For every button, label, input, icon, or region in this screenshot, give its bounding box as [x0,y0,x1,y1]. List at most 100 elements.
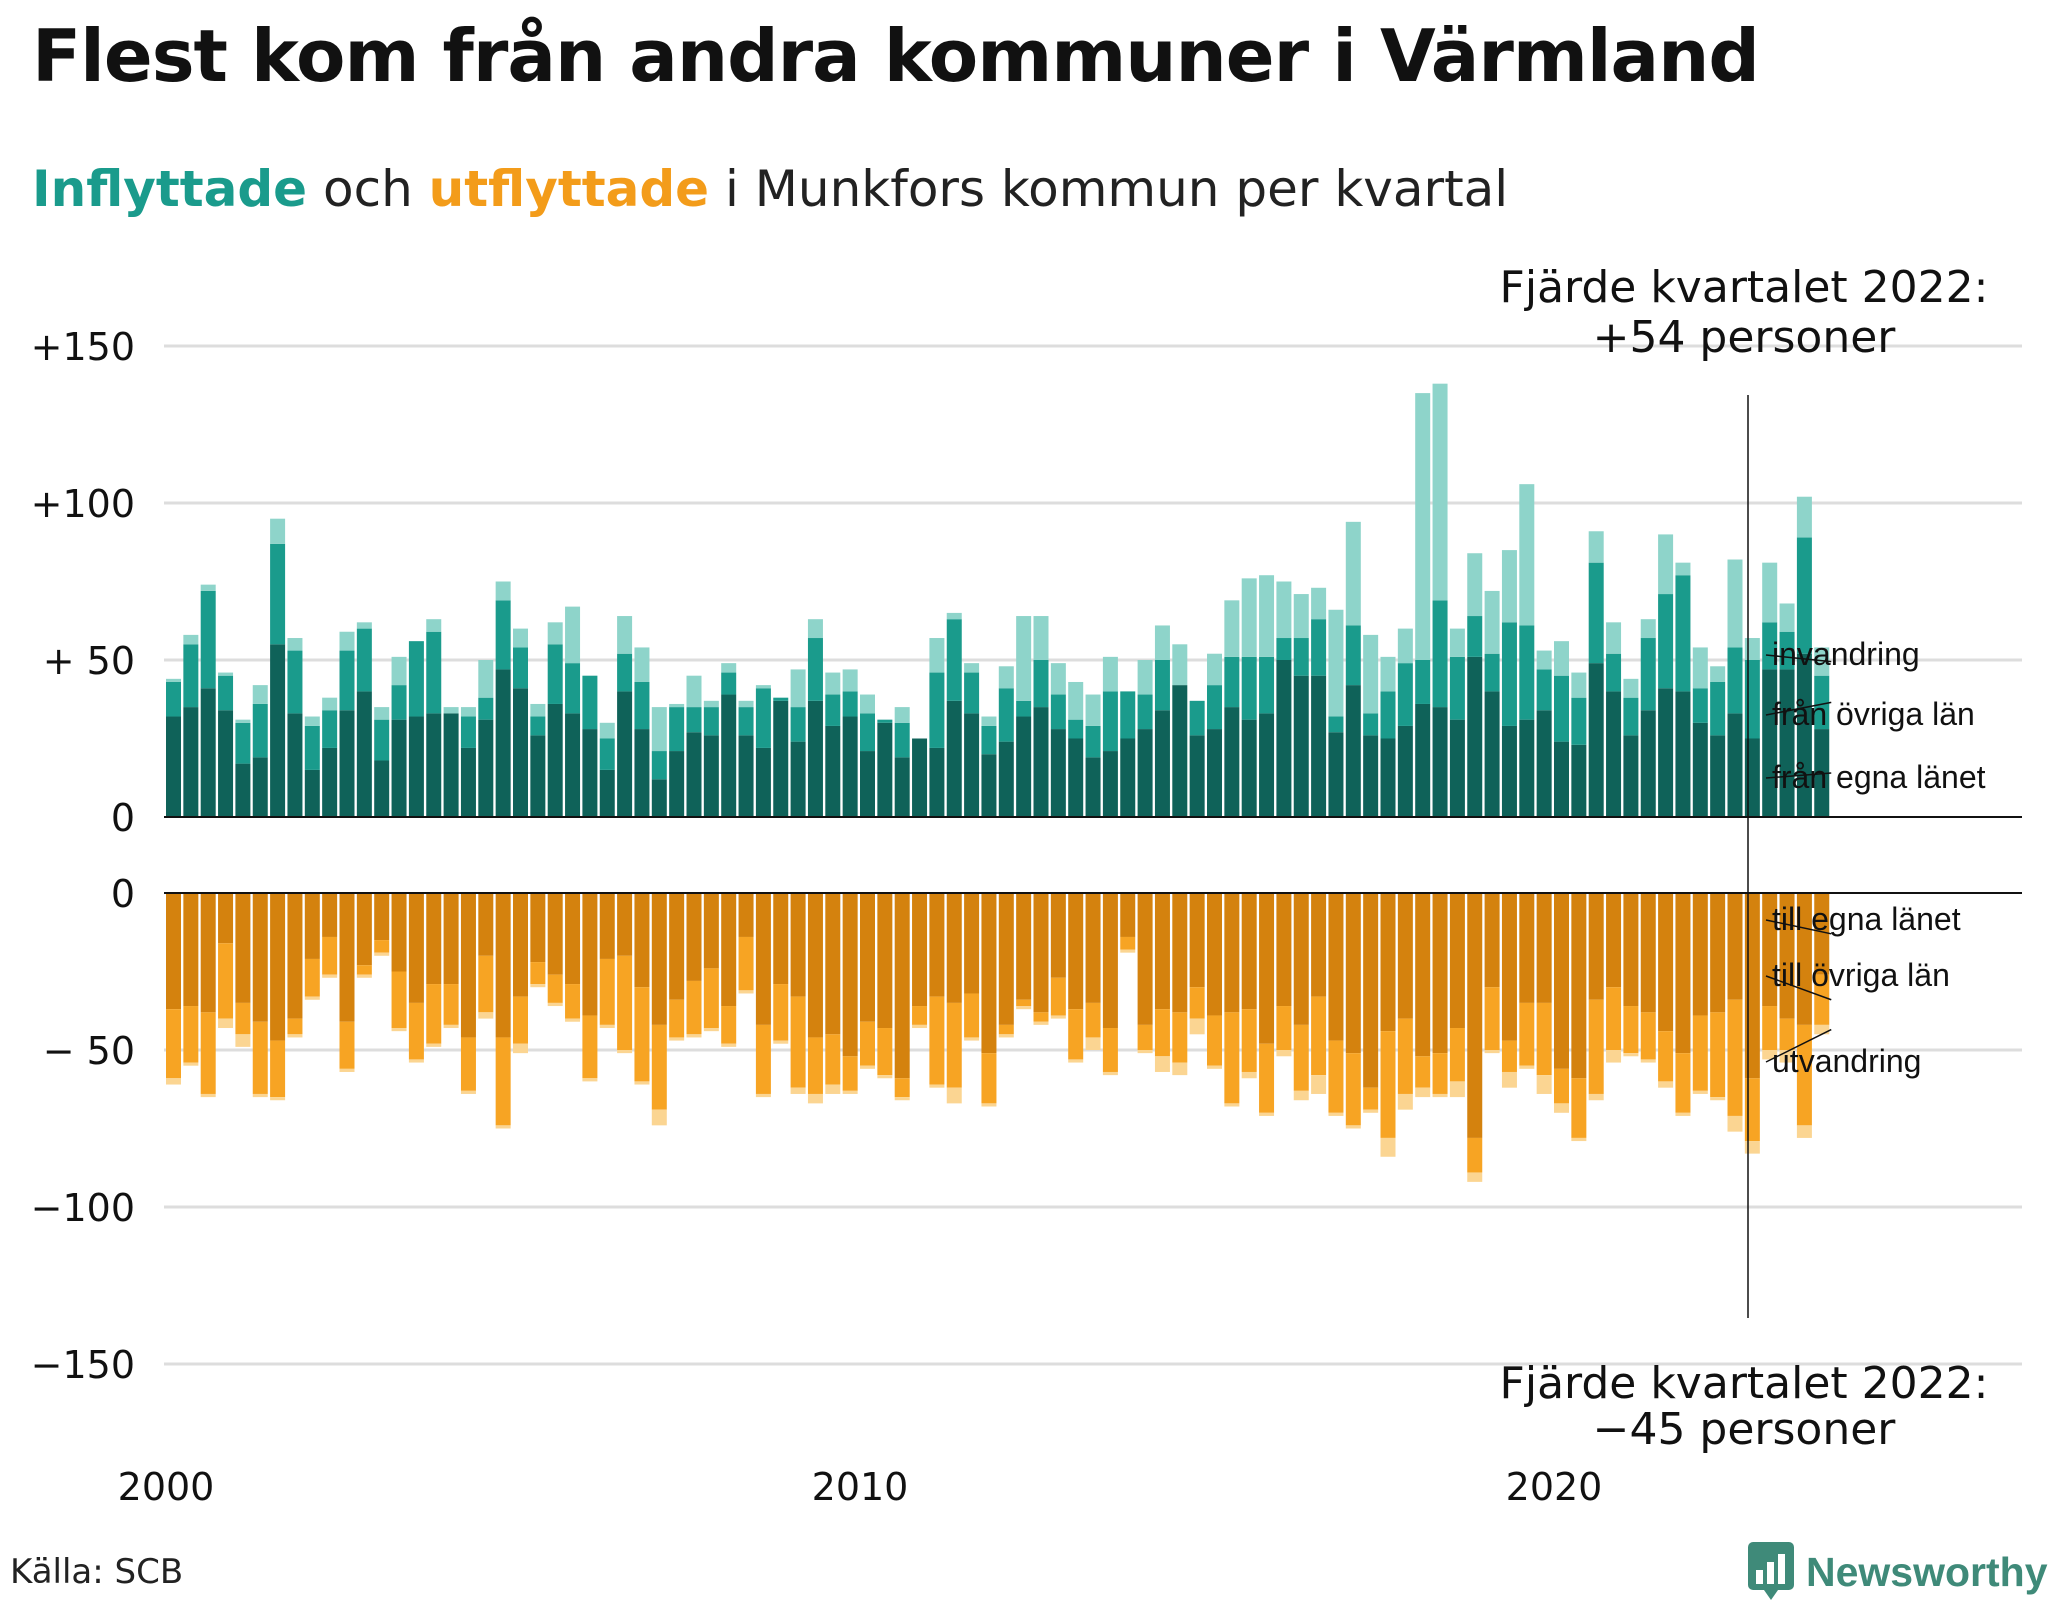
bar-in-0 [946,700,962,817]
bar-out-1 [547,974,563,1003]
bar-in-1 [1276,638,1292,660]
bar-in-0 [738,735,754,817]
annotations: Fjärde kvartalet 2022: +54 personer Fjär… [1500,262,1989,1455]
bar-in-2 [634,647,650,682]
bar-in-0 [513,688,528,817]
bar-in-1 [651,751,667,780]
newsworthy-logo[interactable]: Newsworthy [1748,1538,2048,1606]
bar-out-0 [426,893,442,985]
bar-in-1 [1016,700,1032,717]
bar-in-1 [356,628,372,692]
bar-out-0 [304,893,320,959]
bar-out-0 [235,893,251,1003]
bar-in-0 [1050,729,1066,817]
bar-out-1 [703,968,719,1029]
bar-in-0 [1397,725,1413,817]
bar-in-1 [1102,691,1118,752]
bar-in-1 [322,710,338,748]
bar-in-0 [252,757,268,817]
bar-in-1 [1137,694,1153,730]
x-tick-label: 2020 [1506,1465,1603,1509]
bar-out-1 [1710,1012,1726,1098]
bar-out-2 [1345,1125,1361,1129]
bar-in-1 [1068,719,1084,739]
axes [164,816,2022,894]
bar-out-0 [1432,893,1448,1054]
bar-out-2 [755,1093,771,1098]
bar-in-1 [1363,713,1379,736]
bar-out-1 [391,971,407,1029]
bar-out-0 [1328,893,1344,1041]
bar-out-1 [1571,1078,1587,1138]
bar-in-2 [721,663,737,673]
bar-out-2 [200,1093,216,1098]
bar-in-0 [1363,735,1379,817]
series-label: invandring [1772,636,1920,672]
bar-in-0 [929,747,945,817]
bar-in-1 [200,590,216,689]
bar-in-2 [1814,647,1830,676]
bar-in-2 [426,619,442,632]
bar-out-0 [1484,893,1500,988]
bar-in-0 [703,735,719,817]
bar-in-0 [651,779,667,817]
bar-out-0 [721,893,737,1007]
bar-in-1 [1762,622,1778,670]
bar-in-1 [1241,656,1257,720]
bar-out-2 [1658,1081,1674,1088]
bar-out-2 [1640,1059,1656,1063]
bar-out-1 [1796,1024,1812,1126]
bar-out-2 [1675,1112,1691,1116]
bar-out-2 [703,1028,719,1032]
bar-out-1 [1397,1018,1413,1094]
bar-out-2 [183,1062,199,1066]
bar-out-1 [1050,977,1066,1016]
bar-in-0 [339,710,355,817]
bar-out-1 [1189,987,1205,1019]
tick-labels: +150 +100 + 50 0 0 − 50 −100 −150 2000 2010 2020 [31,325,1603,1509]
bar-out-0 [1554,893,1569,1069]
bar-out-0 [877,893,893,1029]
bar-out-2 [322,974,338,978]
bar-in-2 [1172,644,1188,686]
bar-out-0 [460,893,476,1038]
bar-out-1 [1293,1024,1309,1091]
bar-out-2 [1050,1015,1066,1019]
bars-utflyttade [166,893,1830,1182]
bar-out-0 [1276,893,1292,1007]
bar-in-1 [339,650,355,711]
bar-out-2 [582,1078,598,1082]
bar-out-2 [1311,1075,1327,1094]
bar-out-2 [1397,1093,1413,1110]
bar-out-1 [218,943,234,1019]
bar-out-2 [1796,1125,1812,1138]
bar-out-0 [183,893,199,1007]
bar-out-2 [1692,1090,1708,1094]
bar-out-2 [513,1043,528,1054]
bar-out-1 [1744,1078,1760,1142]
bar-in-0 [304,769,320,817]
bar-in-1 [1293,638,1309,676]
bar-out-0 [686,893,702,981]
bar-in-2 [1710,666,1726,682]
series-label: utvandring [1772,1043,1921,1079]
series-label: från övriga län [1772,696,1975,732]
bar-out-1 [599,958,615,1025]
bar-in-2 [1224,600,1240,657]
chart-subtitle: Inflyttade och utflyttade i Munkfors kom… [32,160,1508,218]
bar-out-1 [1814,974,1830,1025]
bar-out-2 [218,1018,234,1029]
bar-in-2 [1363,634,1379,714]
bar-in-0 [807,700,823,817]
bar-out-0 [356,893,372,966]
bar-out-1 [1068,1009,1084,1060]
bar-out-0 [252,893,268,1022]
bar-in-0 [755,747,771,817]
bar-out-0 [1623,893,1639,1007]
bar-in-2 [1779,603,1795,632]
bar-in-0 [1328,732,1344,817]
bar-out-0 [478,893,494,956]
bar-in-0 [1033,707,1049,817]
bar-out-1 [617,955,633,1050]
bar-in-1 [218,675,234,711]
